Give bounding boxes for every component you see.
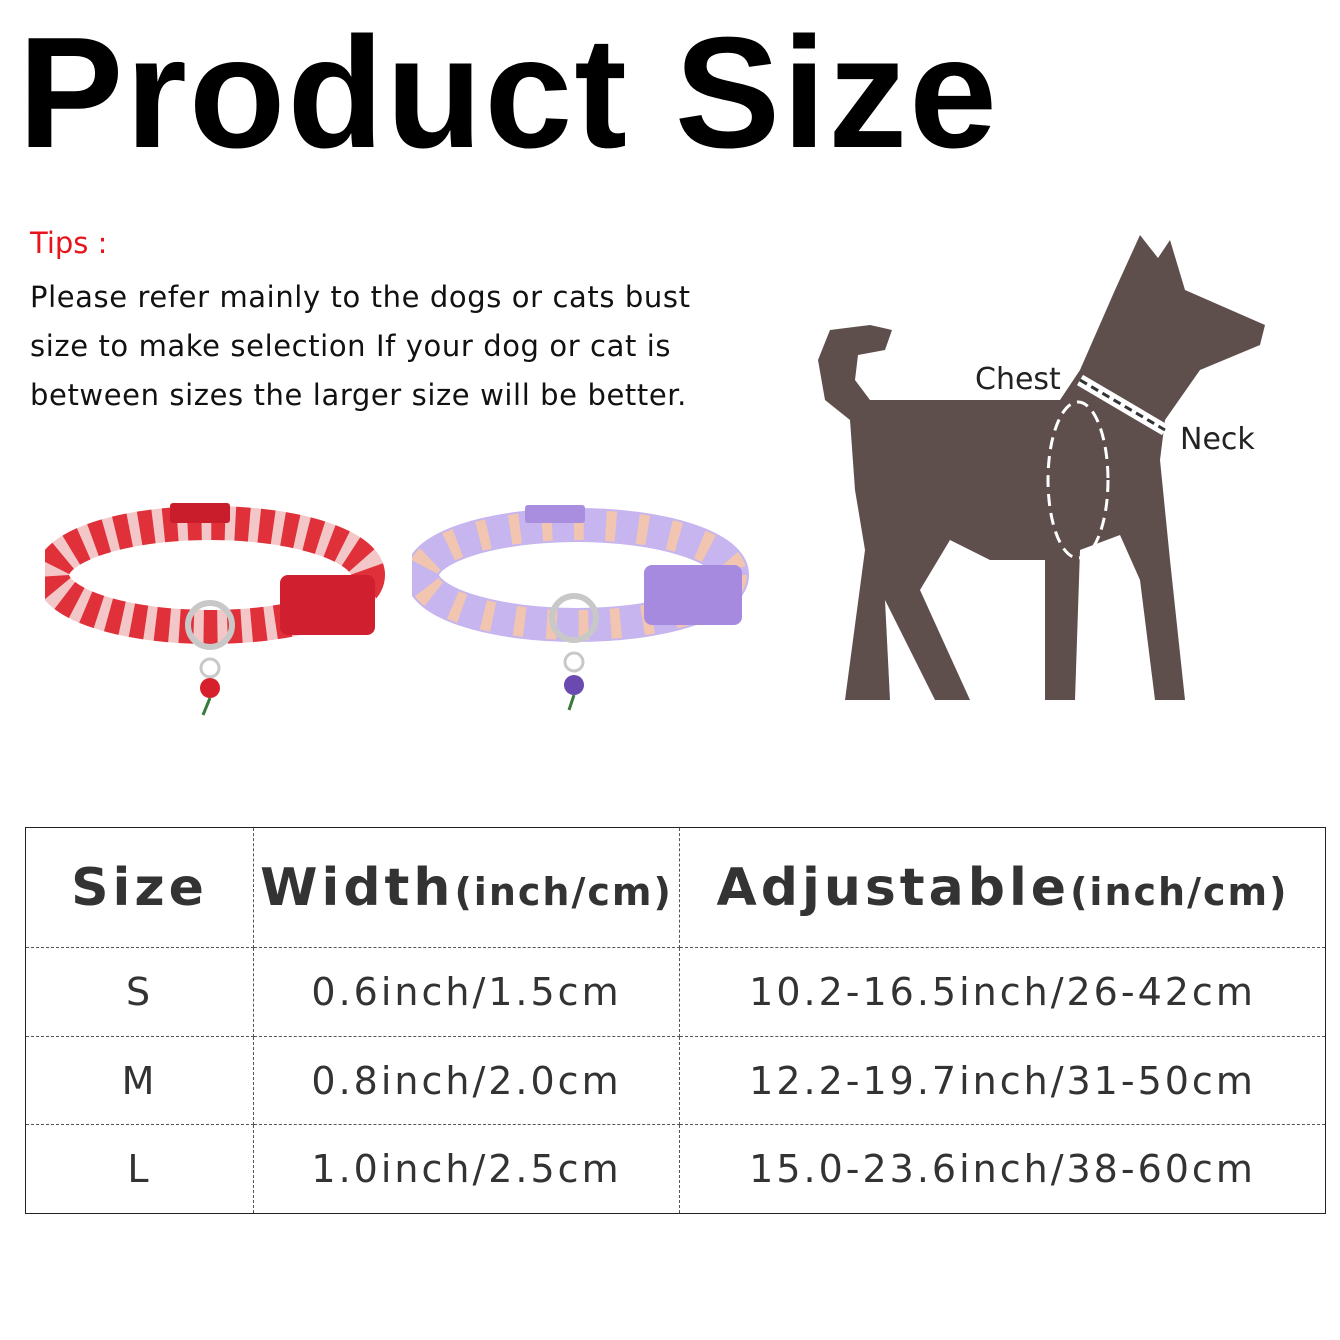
size-cell: L: [25, 1124, 254, 1214]
size-cell: S: [25, 947, 254, 1037]
red-rose-collar-image: [45, 503, 385, 716]
size-table: Size Width(inch/cm) Adjustable(inch/cm) …: [25, 826, 1326, 1214]
neck-label: Neck: [1180, 422, 1255, 457]
header-width-label: Width: [260, 857, 455, 918]
tips-text: Please refer mainly to the dogs or cats …: [30, 280, 691, 412]
header-width: Width(inch/cm): [253, 826, 680, 949]
dog-silhouette: [818, 235, 1265, 700]
table-row: S 0.6inch/1.5cm 10.2-16.5inch/26-42cm: [25, 947, 1326, 1037]
header-adjustable-unit: (inch/cm): [1070, 869, 1289, 914]
width-cell: 0.8inch/2.0cm: [253, 1035, 680, 1126]
header-width-unit: (inch/cm): [454, 869, 673, 914]
size-cell: M: [25, 1035, 254, 1126]
header-size: Size: [25, 826, 254, 949]
tips-label: Tips :: [30, 226, 108, 260]
adjustable-cell: 10.2-16.5inch/26-42cm: [679, 947, 1326, 1037]
chest-measure-loop: [1046, 400, 1110, 560]
table-row: L 1.0inch/2.5cm 15.0-23.6inch/38-60cm: [25, 1124, 1326, 1214]
adjustable-cell: 15.0-23.6inch/38-60cm: [679, 1124, 1326, 1214]
table-header-row: Size Width(inch/cm) Adjustable(inch/cm): [25, 826, 1326, 949]
header-adjustable-label: Adjustable: [716, 857, 1071, 918]
width-cell: 1.0inch/2.5cm: [253, 1124, 680, 1214]
header-adjustable: Adjustable(inch/cm): [679, 826, 1326, 949]
header-size-label: Size: [71, 857, 208, 918]
width-cell: 0.6inch/1.5cm: [253, 947, 680, 1037]
dog-diagram: [818, 235, 1265, 700]
purple-floral-collar-image: [412, 505, 749, 711]
table-row: M 0.8inch/2.0cm 12.2-19.7inch/31-50cm: [25, 1035, 1326, 1126]
chest-label: Chest: [975, 362, 1061, 397]
adjustable-cell: 12.2-19.7inch/31-50cm: [679, 1035, 1326, 1126]
page-title: Product Size: [18, 5, 999, 181]
